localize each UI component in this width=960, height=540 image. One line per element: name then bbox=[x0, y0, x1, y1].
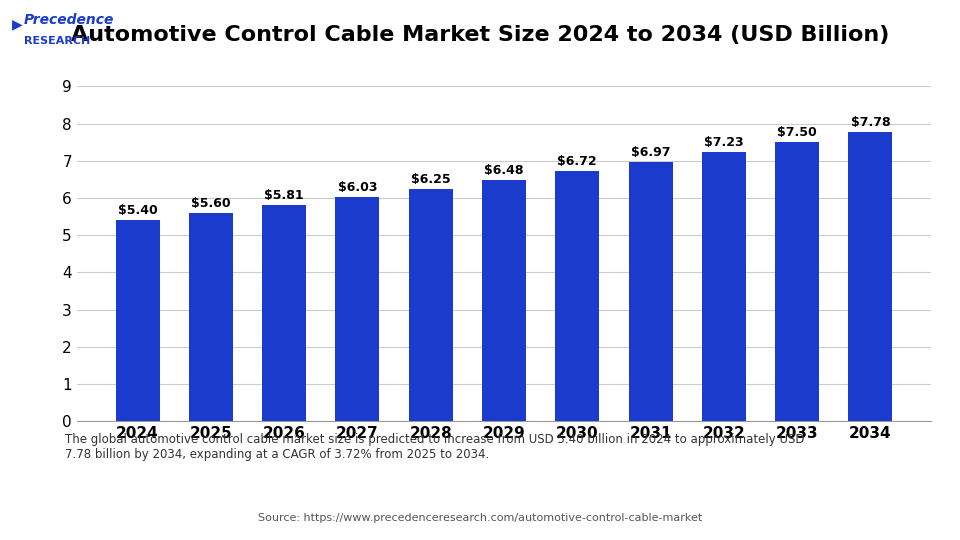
Bar bbox=[115, 220, 159, 421]
Text: $5.60: $5.60 bbox=[191, 197, 230, 210]
Text: ▶: ▶ bbox=[12, 17, 22, 31]
Text: $6.25: $6.25 bbox=[411, 173, 450, 186]
Text: $6.03: $6.03 bbox=[338, 181, 377, 194]
Bar bbox=[409, 188, 453, 421]
Text: $6.97: $6.97 bbox=[631, 146, 670, 159]
Bar bbox=[335, 197, 379, 421]
Bar bbox=[482, 180, 526, 421]
Text: $6.48: $6.48 bbox=[484, 164, 524, 177]
Bar bbox=[262, 205, 306, 421]
Text: RESEARCH: RESEARCH bbox=[24, 36, 90, 45]
Text: $5.81: $5.81 bbox=[264, 189, 304, 202]
Text: Source: https://www.precedenceresearch.com/automotive-control-cable-market: Source: https://www.precedenceresearch.c… bbox=[258, 514, 702, 523]
Text: Precedence: Precedence bbox=[24, 13, 114, 27]
Bar bbox=[702, 152, 746, 421]
Text: Automotive Control Cable Market Size 2024 to 2034 (USD Billion): Automotive Control Cable Market Size 202… bbox=[71, 25, 889, 45]
Bar bbox=[775, 142, 819, 421]
Bar bbox=[629, 162, 673, 421]
Bar bbox=[555, 171, 599, 421]
Text: $7.23: $7.23 bbox=[704, 136, 744, 149]
Text: The global automotive control cable market size is predicted to increase from US: The global automotive control cable mark… bbox=[65, 434, 804, 462]
Text: $7.50: $7.50 bbox=[778, 126, 817, 139]
Text: $5.40: $5.40 bbox=[118, 204, 157, 217]
Bar bbox=[189, 213, 233, 421]
Text: $7.78: $7.78 bbox=[851, 116, 890, 129]
Text: $6.72: $6.72 bbox=[558, 155, 597, 168]
Bar bbox=[849, 132, 893, 421]
